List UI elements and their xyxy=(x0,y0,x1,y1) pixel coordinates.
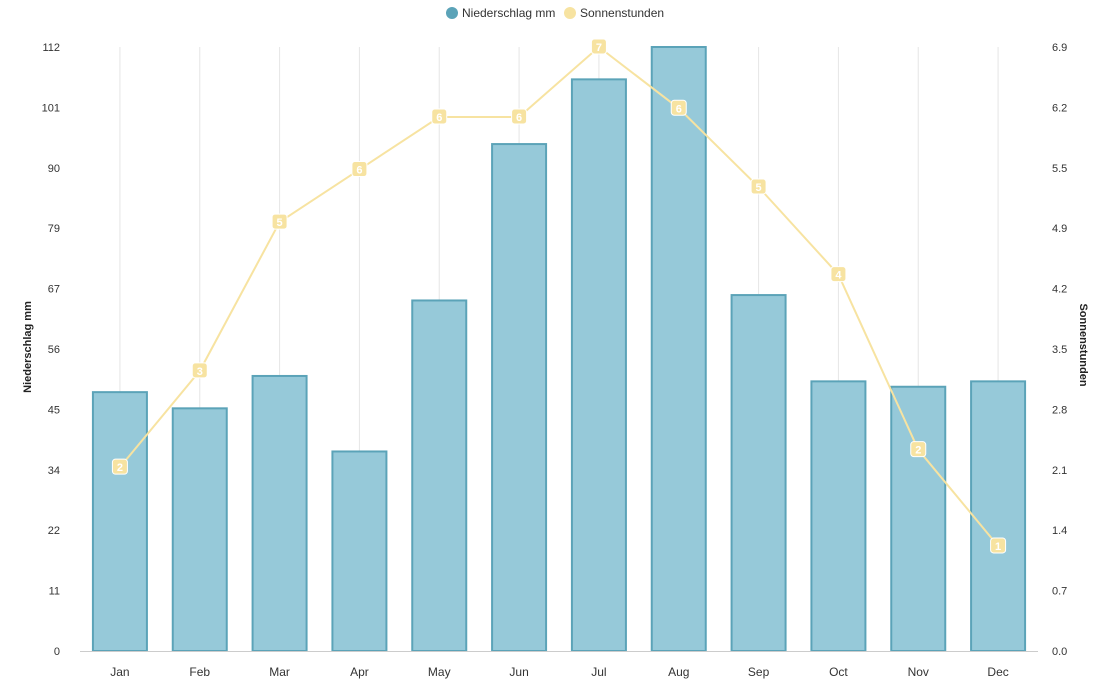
x-tick-label: Nov xyxy=(908,665,929,679)
y-axis-right-ticks: 0.0 0.7 1.4 2.1 2.8 3.5 4.2 4.9 5.5 6.2 6.9 xyxy=(1052,42,1067,658)
data-label: 1 xyxy=(995,541,1001,553)
data-label: 5 xyxy=(756,182,762,194)
data-label: 6 xyxy=(356,165,362,177)
y-left-tick-label: 34 xyxy=(48,465,60,477)
x-tick-label: Feb xyxy=(189,665,210,679)
y-right-tick-label: 6.9 xyxy=(1052,42,1067,54)
data-label-box xyxy=(111,458,128,475)
bar-feb[interactable] xyxy=(171,407,228,653)
y-left-tick-label: 0 xyxy=(54,646,60,658)
y-left-tick-label: 11 xyxy=(49,586,60,598)
y-left-tick-label: 67 xyxy=(48,284,60,296)
bar-nov[interactable] xyxy=(890,385,947,652)
data-label: 2 xyxy=(915,445,921,457)
y-left-tick-label: 101 xyxy=(42,102,60,114)
x-tick-label: Dec xyxy=(987,665,1008,679)
data-label: 3 xyxy=(197,366,203,378)
data-label-box xyxy=(910,441,927,458)
legend-marker-rain xyxy=(446,7,458,19)
bar-may[interactable] xyxy=(411,299,468,652)
data-label-box xyxy=(830,266,847,283)
bar-dec[interactable] xyxy=(970,380,1027,652)
y-right-tick-label: 0.0 xyxy=(1052,646,1067,658)
data-label-box xyxy=(990,537,1007,554)
data-label-box xyxy=(590,38,607,55)
data-label-box xyxy=(670,99,687,116)
y-right-tick-label: 5.5 xyxy=(1052,163,1067,175)
x-axis-labels: Jan Feb Mar Apr May Jun Jul Aug Sep Oct Nov Dec xyxy=(110,665,1009,679)
bar-aug[interactable] xyxy=(650,46,707,652)
bar-mar[interactable] xyxy=(251,374,308,652)
y-left-tick-label: 22 xyxy=(48,525,60,537)
y-right-tick-label: 6.2 xyxy=(1052,102,1067,114)
data-label-box xyxy=(750,178,767,195)
y-right-tick-label: 3.5 xyxy=(1052,344,1067,356)
x-tick-label: Mar xyxy=(269,665,290,679)
data-label-box xyxy=(511,108,528,125)
sunshine-line xyxy=(119,45,999,547)
data-label-box xyxy=(191,362,208,379)
y-right-tick-label: 2.1 xyxy=(1052,465,1067,477)
y-left-tick-label: 45 xyxy=(48,404,60,416)
y-axis-right-title: Sonnenstunden xyxy=(1077,303,1089,386)
x-tick-label: May xyxy=(428,665,451,679)
x-tick-label: Oct xyxy=(829,665,848,679)
legend-item-sun[interactable]: Sonnenstunden xyxy=(564,6,664,20)
data-label: 7 xyxy=(596,42,602,54)
data-label-box xyxy=(271,213,288,230)
data-label: 6 xyxy=(676,103,682,115)
y-right-tick-label: 1.4 xyxy=(1052,525,1067,537)
legend-label-sun: Sonnenstunden xyxy=(580,6,664,20)
legend-marker-sun xyxy=(564,7,576,19)
bar-series xyxy=(91,46,1027,653)
data-label: 6 xyxy=(436,112,442,124)
x-tick-label: Jan xyxy=(110,665,129,679)
y-right-tick-label: 0.7 xyxy=(1052,586,1067,598)
y-left-tick-label: 112 xyxy=(42,42,60,54)
x-tick-label: Sep xyxy=(748,665,770,679)
data-label-box xyxy=(351,161,368,178)
x-tick-label: Jul xyxy=(591,665,606,679)
data-label: 6 xyxy=(516,112,522,124)
y-left-tick-label: 56 xyxy=(48,344,60,356)
legend-item-rain[interactable]: Niederschlag mm xyxy=(446,6,555,20)
bar-oct[interactable] xyxy=(810,380,867,652)
bar-jan[interactable] xyxy=(91,391,148,652)
data-label: 5 xyxy=(277,217,283,229)
y-left-tick-label: 79 xyxy=(48,223,60,235)
y-right-tick-label: 4.9 xyxy=(1052,223,1067,235)
x-tick-label: Apr xyxy=(350,665,369,679)
y-axis-left-title: Niederschlag mm xyxy=(22,301,34,393)
bar-jul[interactable] xyxy=(570,78,627,653)
x-tick-label: Jun xyxy=(509,665,528,679)
data-label-box xyxy=(431,108,448,125)
legend: Niederschlag mm Sonnenstunden xyxy=(446,6,664,20)
y-right-tick-label: 4.2 xyxy=(1052,284,1067,296)
bar-apr[interactable] xyxy=(331,450,388,653)
x-tick-label: Aug xyxy=(668,665,689,679)
data-label: 4 xyxy=(835,270,842,282)
data-label: 2 xyxy=(117,462,123,474)
legend-label-rain: Niederschlag mm xyxy=(462,6,555,20)
y-right-tick-label: 2.8 xyxy=(1052,404,1067,416)
bar-sep[interactable] xyxy=(730,294,787,652)
y-axis-left-ticks: 0 11 22 34 45 56 67 79 90 101 112 xyxy=(42,42,60,658)
y-left-tick-label: 90 xyxy=(48,163,60,175)
bar-jun[interactable] xyxy=(491,143,548,652)
line-series: 2 3 5 6 6 6 7 6 5 4 2 1 xyxy=(111,38,1007,554)
